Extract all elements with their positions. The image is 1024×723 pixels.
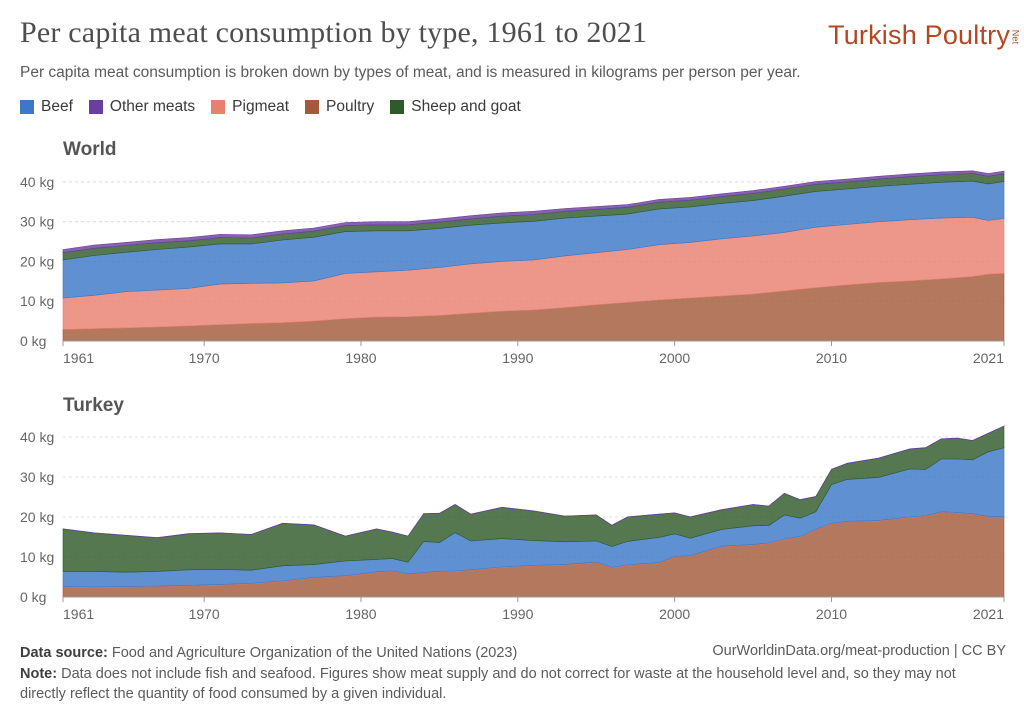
y-tick-label: 40 kg xyxy=(20,174,54,190)
x-tick-label: 1980 xyxy=(345,606,376,622)
y-tick-label: 20 kg xyxy=(20,253,54,269)
note-text: Data does not include fish and seafood. … xyxy=(20,666,956,702)
legend-label-sheep-and-goat: Sheep and goat xyxy=(411,98,521,115)
x-tick-label: 1970 xyxy=(189,350,220,366)
logo-suffix: Net xyxy=(1010,29,1021,45)
x-tick-label: 1961 xyxy=(63,606,94,622)
chart-panel-world: World 0 kg 10 kg 20 kg 30 kg 40 kg 1961 1970 198… xyxy=(20,139,1005,366)
legend-label-other-meats: Other meats xyxy=(109,98,196,115)
x-tick-label: 1970 xyxy=(189,606,220,622)
legend-item-sheep-and-goat[interactable]: Sheep and goat xyxy=(390,98,521,116)
source-text: Food and Agriculture Organization of the… xyxy=(111,645,518,661)
legend-item-pigmeat[interactable]: Pigmeat xyxy=(211,98,289,116)
x-tick-label: 2021 xyxy=(973,606,1004,622)
legend-swatch-other-meats xyxy=(88,100,103,114)
y-tick-label: 20 kg xyxy=(20,509,54,525)
chart-subtitle: Per capita meat consumption is broken do… xyxy=(20,64,801,81)
y-tick-label: 40 kg xyxy=(20,429,54,445)
x-tick-label: 2010 xyxy=(816,606,847,622)
y-tick-label: 30 kg xyxy=(20,214,54,230)
legend-item-other-meats[interactable]: Other meats xyxy=(88,98,196,116)
panel-title-world: World xyxy=(63,139,116,160)
x-tick-label: 1990 xyxy=(502,350,533,366)
y-tick-label: 10 kg xyxy=(20,549,54,565)
legend-swatch-poultry xyxy=(305,100,320,114)
area-other-meats-world xyxy=(62,170,1005,254)
y-tick-label: 0 kg xyxy=(20,333,46,349)
legend-item-poultry[interactable]: Poultry xyxy=(305,98,374,116)
legend-swatch-sheep-and-goat xyxy=(390,100,405,114)
legend: Beef Other meats Pigmeat Poultry Sheep a… xyxy=(20,98,521,116)
area-other-meats-turkey xyxy=(62,425,1005,539)
legend-label-beef: Beef xyxy=(41,98,73,115)
turkish-poultry-logo: Turkish PoultryNet xyxy=(828,20,1024,51)
charts-area: World 0 kg 10 kg 20 kg 30 kg 40 kg 1961 1970 198… xyxy=(20,139,1005,622)
y-tick-label: 30 kg xyxy=(20,469,54,485)
legend-swatch-pigmeat xyxy=(211,100,226,114)
note-label: Note: xyxy=(20,666,58,682)
x-tick-label: 2000 xyxy=(659,350,690,366)
legend-swatch-beef xyxy=(20,100,34,114)
credit-link[interactable]: OurWorldinData.org/meat-production | CC … xyxy=(712,643,1006,659)
x-tick-label: 1990 xyxy=(502,606,533,622)
x-tick-label: 1961 xyxy=(63,350,94,366)
y-tick-label: 10 kg xyxy=(20,293,54,309)
panel-title-turkey: Turkey xyxy=(63,395,124,416)
legend-item-beef[interactable]: Beef xyxy=(20,98,73,116)
legend-label-poultry: Poultry xyxy=(326,98,375,115)
chart-title: Per capita meat consumption by type, 196… xyxy=(20,16,648,49)
source-label: Data source: xyxy=(20,645,108,661)
chart-panel-turkey: Turkey 0 kg 10 kg 20 kg 30 kg 40 kg 1961 1970 19… xyxy=(20,395,1005,622)
note-block: Note: Data does not include fish and sea… xyxy=(20,664,980,704)
data-source-line: Data source: Food and Agriculture Organi… xyxy=(20,643,517,663)
y-tick-label: 0 kg xyxy=(20,589,46,605)
legend-label-pigmeat: Pigmeat xyxy=(232,98,290,115)
logo-text: Turkish Poultry xyxy=(828,20,1011,50)
x-tick-label: 2010 xyxy=(816,350,847,366)
x-tick-label: 2021 xyxy=(973,350,1004,366)
x-tick-label: 1980 xyxy=(345,350,376,366)
x-tick-label: 2000 xyxy=(659,606,690,622)
